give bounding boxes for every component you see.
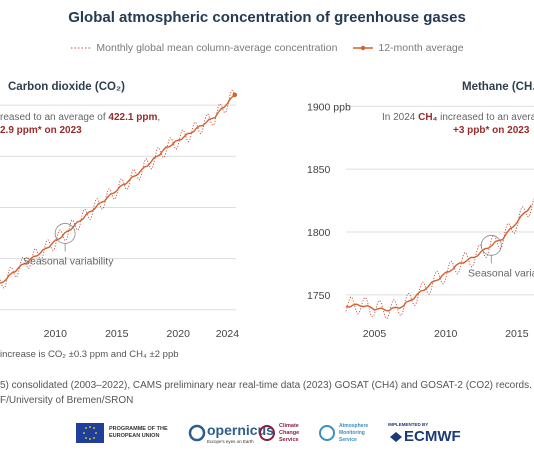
x-tick-label: 2010	[44, 328, 68, 340]
annotation-line-1: In 2024 CH₄ increased to an average of	[382, 112, 534, 123]
atmosphere-service-icon	[319, 425, 335, 441]
climate-service-icon	[259, 425, 275, 441]
ecmwf-logo: IMPLEMENTED BY ECMWF	[388, 418, 461, 448]
y-tick-label: 1750	[307, 290, 331, 302]
annotation-line-2: +3 ppb* on 2023	[453, 125, 530, 136]
annotation-suffix: increased to an average of	[437, 112, 534, 123]
copernicus-icon	[188, 424, 206, 442]
annotation-prefix: reased to an average of	[0, 112, 108, 123]
ecmwf-top-text: IMPLEMENTED BY	[388, 422, 429, 427]
source-line-1: 5) consolidated (2003–2022), CAMS prelim…	[0, 380, 534, 391]
series-average-line	[345, 204, 532, 312]
panel-title: Methane (CH₄	[462, 81, 534, 93]
climate-service-text: Climate Change Service	[279, 422, 300, 443]
annotation-value: CH₄	[418, 112, 437, 123]
chart-title: Global atmospheric concentration of gree…	[68, 9, 466, 26]
series-average-line	[0, 95, 234, 284]
footnote: increase is CO₂ ±0.3 ppm and CH₄ ±2 ppb	[0, 349, 179, 360]
chart-panel-ch4: 1900 ppb 1850 1800 1750 2005 2010 2015 Methane …	[307, 81, 534, 340]
eu-flag-icon	[76, 423, 104, 443]
eu-logo: PROGRAMME OF THE EUROPEAN UNION	[76, 418, 179, 448]
x-tick-label: 2015	[505, 328, 529, 340]
annotation-line-1: reased to an average of 422.1 ppm,	[0, 112, 160, 123]
x-tick-label: 2010	[434, 328, 458, 340]
panel-title: Carbon dioxide (CO₂)	[8, 81, 125, 93]
x-tick-label: 2005	[363, 328, 387, 340]
y-tick-label: 1800	[307, 227, 331, 239]
annotation-value: 422.1 ppm	[108, 112, 157, 123]
copernicus-logo: opernicus Europe's eyes on Earth	[188, 418, 274, 448]
logo-bar: PROGRAMME OF THE EUROPEAN UNION opernicu…	[0, 418, 534, 448]
series-monthly-line	[345, 198, 534, 320]
y-tick-label: 1850	[307, 164, 331, 176]
source-text: 5) consolidated (2003–2022), CAMS prelim…	[0, 378, 534, 408]
copernicus-text: opernicus	[207, 421, 274, 438]
seasonal-label: Seasonal variab	[468, 267, 534, 279]
seasonal-circle	[54, 223, 76, 244]
ecmwf-text: ECMWF	[404, 428, 461, 445]
copernicus-subtext: Europe's eyes on Earth	[207, 438, 254, 444]
x-tick-label: 2024	[216, 328, 240, 340]
chart-panel-co2: 2010 2015 2020 2024 Carbon dioxide (CO₂) reas…	[0, 81, 239, 340]
series-end-point	[232, 92, 238, 98]
seasonal-label: Seasonal variability	[23, 255, 114, 267]
eu-logo-text: PROGRAMME OF THE EUROPEAN UNION	[109, 426, 168, 439]
annotation-prefix: In 2024	[382, 112, 418, 123]
charts-area: 2010 2015 2020 2024 Carbon dioxide (CO₂) reas…	[0, 81, 534, 340]
atmosphere-service-logo: Atmosphere Monitoring Service	[318, 418, 383, 448]
legend: Monthly global mean column-average conce…	[0, 42, 534, 54]
legend-average-swatch	[353, 46, 374, 51]
x-tick-label: 2015	[105, 328, 129, 340]
legend-monthly-label: Monthly global mean column-average conce…	[96, 42, 338, 55]
ecmwf-icon	[390, 431, 402, 442]
legend-average-label: 12-month average	[378, 42, 464, 55]
annotation-suffix: ,	[157, 112, 160, 123]
y-tick-label: 1900 ppb	[307, 101, 351, 113]
legend-monthly: Monthly global mean column-average conce…	[70, 42, 337, 54]
source-line-2: F/University of Bremen/SRON	[0, 395, 134, 406]
series-monthly-line	[0, 89, 236, 289]
atmosphere-service-text: Atmosphere Monitoring Service	[339, 422, 369, 443]
annotation-line-2: 2.9 ppm* on 2023	[0, 125, 82, 136]
legend-average: 12-month average	[352, 42, 464, 55]
x-tick-label: 2020	[167, 328, 191, 340]
climate-service-logo: Climate Change Service	[258, 418, 315, 448]
